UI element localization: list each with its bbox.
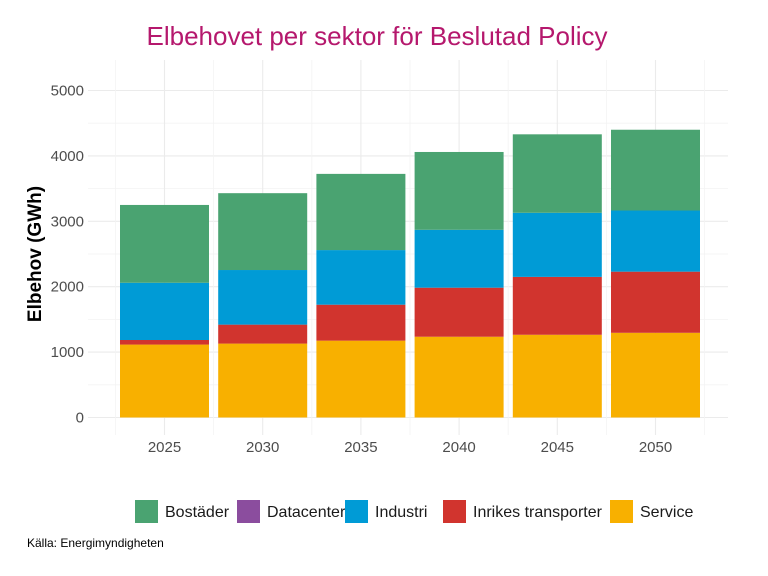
- bar-industri-2030: [218, 270, 308, 325]
- bar-industri-2045: [512, 212, 602, 277]
- bar-industri-2050: [611, 210, 700, 272]
- bar-service-2040: [414, 336, 504, 418]
- bar-bost-der-2050: [611, 129, 700, 211]
- y-tick-label: 3000: [51, 213, 84, 230]
- bars: [120, 129, 700, 418]
- y-tick-label: 2000: [51, 279, 84, 296]
- bar-bost-der-2045: [512, 134, 602, 213]
- x-tick-label: 2035: [344, 439, 377, 456]
- bar-inrikes-transporter-2040: [414, 287, 504, 337]
- legend-label: Service: [640, 504, 693, 521]
- bar-industri-2035: [316, 250, 406, 305]
- caption: Källa: Energimyndigheten: [27, 536, 164, 550]
- legend-label: Inrikes transporter: [473, 504, 603, 521]
- bar-bost-der-2030: [218, 193, 308, 271]
- legend-swatch: [237, 500, 260, 523]
- bar-inrikes-transporter-2045: [512, 276, 602, 335]
- chart-title: Elbehovet per sektor för Beslutad Policy: [146, 21, 607, 51]
- bar-service-2050: [611, 332, 700, 418]
- x-tick-label: 2040: [442, 439, 475, 456]
- legend-label: Datacenter: [267, 504, 346, 521]
- bar-inrikes-transporter-2050: [611, 271, 700, 333]
- legend-swatch: [345, 500, 368, 523]
- legend: Bostäder Datacenter Industri Inrikes transp…: [135, 500, 693, 523]
- bar-service-2045: [512, 334, 602, 418]
- y-axis-ticks: 0 1000 2000 3000 4000 5000: [51, 83, 84, 427]
- bar-bost-der-2035: [316, 173, 406, 251]
- bar-industri-2025: [120, 282, 209, 341]
- bar-service-2030: [218, 343, 308, 418]
- legend-swatch: [443, 500, 466, 523]
- bar-service-2035: [316, 340, 406, 418]
- y-tick-label: 1000: [51, 344, 84, 361]
- legend-label: Industri: [375, 504, 427, 521]
- legend-swatch: [135, 500, 158, 523]
- bar-inrikes-transporter-2025: [120, 340, 209, 345]
- x-tick-label: 2045: [541, 439, 574, 456]
- x-axis-ticks: 2025 2030 2035 2040 2045 2050: [148, 439, 672, 456]
- legend-label: Bostäder: [165, 504, 230, 521]
- y-tick-label: 5000: [51, 83, 84, 100]
- bar-inrikes-transporter-2030: [218, 324, 308, 344]
- x-tick-label: 2050: [639, 439, 672, 456]
- y-tick-label: 4000: [51, 148, 84, 165]
- legend-swatch: [610, 500, 633, 523]
- y-tick-label: 0: [76, 410, 84, 427]
- x-tick-label: 2030: [246, 439, 279, 456]
- y-axis-label: Elbehov (GWh): [25, 186, 46, 322]
- bar-bost-der-2025: [120, 204, 209, 283]
- bar-industri-2040: [414, 229, 504, 288]
- bar-inrikes-transporter-2035: [316, 304, 406, 341]
- x-tick-label: 2025: [148, 439, 181, 456]
- bar-service-2025: [120, 344, 209, 418]
- bar-bost-der-2040: [414, 151, 504, 230]
